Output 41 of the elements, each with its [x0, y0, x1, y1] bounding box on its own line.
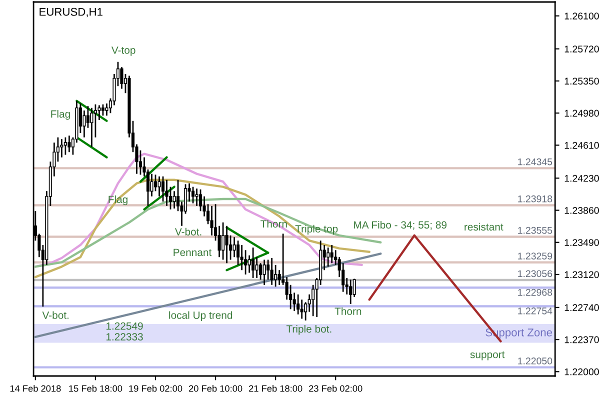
ref-line-label: 1.24345	[518, 158, 552, 166]
annotation: support	[470, 351, 505, 360]
annotation: 1.22333	[106, 333, 143, 341]
ref-line-label: 1.23918	[518, 195, 552, 202]
ref-line-label: 1.23555	[518, 226, 552, 234]
y-tick-label: 1.23490	[564, 239, 599, 246]
y-tick-label: 1.24230	[564, 174, 599, 182]
x-tick-label: 21 Feb 18:00	[249, 385, 302, 392]
y-tick-label: 1.22370	[564, 336, 599, 344]
ref-line-label: 1.23056	[518, 270, 552, 278]
y-tick-label: 1.23860	[564, 206, 599, 214]
annotation: Flag	[51, 110, 70, 120]
annotation: V-bot.	[174, 228, 202, 236]
annotation: resistant	[464, 222, 504, 231]
y-tick-label: 1.23120	[564, 271, 599, 278]
annotation: local Up trend	[169, 311, 232, 321]
annotation: Thorn	[334, 307, 362, 315]
x-tick-label: 20 Feb 10:00	[188, 385, 242, 392]
annotation: 1.22549	[106, 322, 143, 330]
annotation: Thorn	[260, 220, 287, 228]
annotation: MA Fibo - 34; 55; 89	[354, 220, 447, 230]
x-tick-label: 15 Feb 18:00	[69, 385, 122, 392]
chart-title: EURUSD,H1	[40, 8, 102, 18]
annotation: Triple bot.	[286, 325, 332, 335]
y-tick-label: 1.22740	[564, 304, 599, 312]
annotation: V-top	[111, 46, 136, 56]
ref-line-label: 1.23259	[518, 252, 552, 260]
y-tick-label: 1.22000	[564, 368, 599, 376]
ref-line-label: 1.22968	[518, 288, 552, 296]
y-tick-label: 1.25720	[564, 46, 599, 52]
x-tick-label: 19 Feb 02:00	[129, 385, 182, 392]
annotation: Pennant	[174, 248, 212, 256]
x-tick-label: 14 Feb 2018	[10, 385, 61, 392]
x-tick-label: 23 Feb 02:00	[309, 385, 362, 392]
y-tick-label: 1.25350	[564, 78, 599, 85]
y-tick-label: 1.24610	[564, 142, 599, 149]
annotation: V-bot.	[42, 311, 68, 319]
y-tick-label: 1.24980	[564, 110, 599, 117]
ref-line-label: 1.22050	[518, 358, 552, 364]
y-tick-label: 1.26100	[564, 12, 599, 20]
ref-line-label: 1.22754	[518, 307, 552, 314]
